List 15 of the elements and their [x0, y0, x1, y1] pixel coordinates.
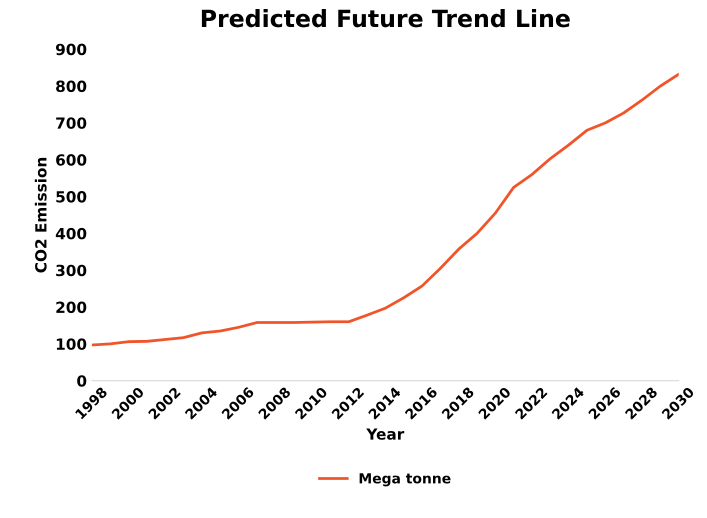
y-tick-label: 200 — [56, 302, 86, 314]
y-tick-label: 700 — [56, 117, 86, 129]
y-tick-label: 800 — [56, 80, 86, 92]
y-axis-title: CO2 Emission — [34, 158, 47, 272]
line-series — [92, 72, 679, 346]
y-tick-label: 300 — [56, 264, 86, 276]
y-tick-label: 600 — [56, 154, 86, 166]
legend-label: Mega tonne — [360, 473, 450, 486]
y-tick-label: 0 — [77, 375, 86, 387]
chart-title: Predicted Future Trend Line — [202, 9, 570, 28]
x-axis-title: Year — [366, 428, 404, 440]
y-tick-label: 500 — [56, 191, 86, 203]
y-tick-label: 400 — [56, 228, 86, 240]
y-tick-label: 900 — [56, 44, 86, 56]
y-tick-label: 100 — [56, 338, 86, 350]
